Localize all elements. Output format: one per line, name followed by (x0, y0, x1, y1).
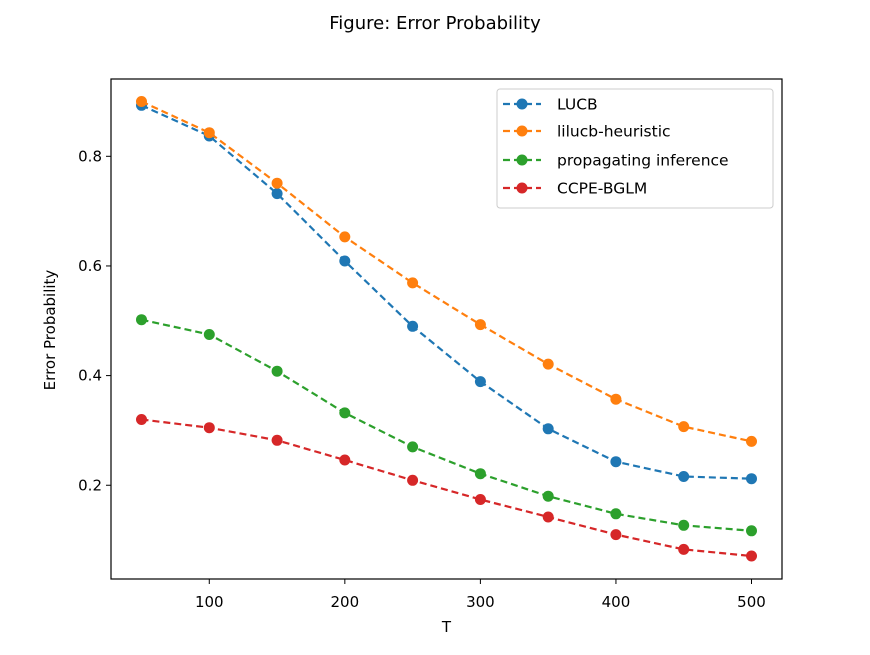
data-point (407, 441, 419, 453)
data-point (271, 177, 283, 189)
chart-title: Figure: Error Probability (329, 13, 541, 34)
data-point (136, 96, 147, 107)
x-axis-ticks: 100 200 300 400 500 (195, 579, 766, 611)
legend-marker (516, 154, 528, 166)
data-point (610, 456, 622, 468)
y-tick-label: 0.4 (78, 367, 102, 385)
data-point (542, 423, 554, 435)
data-point (271, 434, 283, 446)
x-tick-label: 300 (466, 593, 495, 611)
data-point (610, 508, 622, 520)
data-point (339, 407, 351, 419)
data-point (407, 277, 419, 289)
legend-item: lilucb-heuristic (503, 123, 671, 141)
series-lucb (136, 99, 757, 485)
data-point (746, 550, 757, 562)
series-propagating-inference (136, 314, 757, 537)
data-point (474, 494, 486, 505)
axes-frame (110, 78, 783, 580)
series-ccpe-bglm (136, 414, 757, 562)
y-axis-label: Error Probability (41, 270, 59, 391)
data-point (136, 414, 147, 425)
data-point (678, 421, 690, 433)
series-lilucb-heuristic (136, 96, 757, 447)
legend-marker (516, 98, 528, 110)
y-tick-label: 0.6 (78, 257, 102, 275)
x-tick-label: 400 (602, 593, 631, 611)
data-point (339, 454, 351, 466)
plot-area (110, 78, 783, 580)
data-point (271, 365, 283, 377)
series-line (141, 104, 752, 480)
legend-item: CCPE-BGLM (503, 180, 647, 198)
data-point (678, 519, 690, 531)
data-point (474, 376, 486, 388)
legend-label: LUCB (557, 96, 598, 114)
data-point (203, 127, 215, 139)
data-point (339, 231, 351, 243)
legend-label: lilucb-heuristic (557, 123, 671, 141)
data-point (746, 435, 757, 447)
data-point (407, 320, 419, 332)
data-point (271, 188, 283, 200)
y-tick-label: 0.8 (78, 147, 102, 165)
legend-item: LUCB (503, 96, 598, 114)
data-point (746, 525, 757, 537)
legend: LUCB lilucb-heuristic propagating inferenc… (496, 88, 774, 209)
data-point (678, 543, 690, 555)
series-line (141, 318, 752, 532)
x-tick-label: 200 (331, 593, 360, 611)
data-point (407, 474, 419, 486)
data-point (203, 422, 215, 434)
data-point (474, 319, 486, 331)
legend-box (496, 88, 774, 209)
data-point (474, 468, 486, 480)
data-point (203, 329, 215, 340)
series-line (141, 418, 752, 558)
data-point (610, 393, 622, 405)
data-point (542, 490, 554, 502)
y-axis-ticks: 0.2 0.4 0.6 0.8 (78, 147, 111, 494)
series-layer (136, 96, 757, 562)
data-point (136, 314, 147, 326)
legend-item: propagating inference (503, 152, 729, 170)
legend-marker (516, 182, 528, 194)
y-tick-label: 0.2 (78, 476, 102, 494)
x-tick-label: 500 (737, 593, 766, 611)
data-point (746, 473, 757, 485)
data-point (610, 529, 622, 541)
legend-label: propagating inference (557, 152, 729, 170)
data-point (339, 255, 351, 267)
x-tick-label: 100 (195, 593, 224, 611)
data-point (542, 358, 554, 370)
legend-label: CCPE-BGLM (557, 180, 647, 198)
x-axis-label: T (441, 618, 452, 636)
legend-marker (516, 125, 528, 137)
data-point (678, 471, 690, 482)
data-point (542, 511, 554, 523)
series-line (141, 100, 752, 443)
